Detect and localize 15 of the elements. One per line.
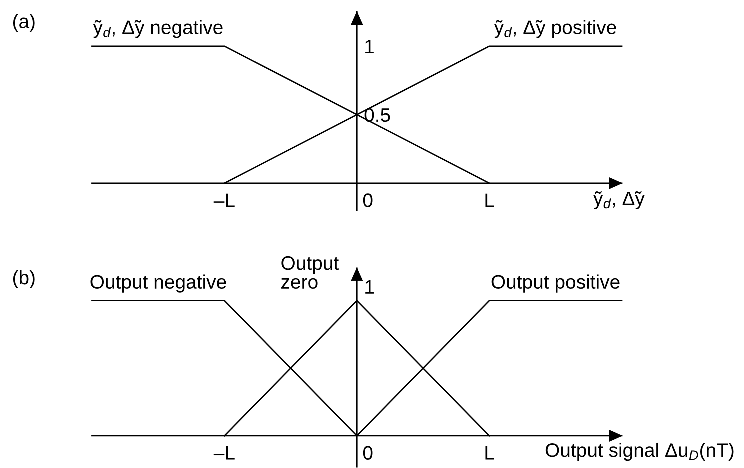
x-tick-label: –L [214, 194, 235, 208]
series-label: Output positive [492, 274, 620, 293]
x-tick-label: L [486, 194, 494, 208]
series-label: ỹ$_{d}$, Δ̃y positive [494, 20, 616, 38]
series-label: ỹ$_{d}$, Δ̃y negative [93, 20, 223, 38]
legend-label: Output zero [282, 256, 339, 290]
x-axis-title: ỹ$_{d}$, Δ̃y [594, 191, 645, 210]
x-tick-label: 0 [363, 446, 373, 460]
series-label: Output negative [90, 274, 226, 293]
x-tick-label: 0 [363, 194, 373, 208]
x-tick-label: –L [214, 446, 235, 460]
x-axis-title: Output signal Δu$_{D}$(nT) [546, 442, 734, 462]
chart-title: (b) [13, 270, 35, 289]
chart-title: (a) [13, 14, 35, 32]
x-tick-label: L [486, 446, 494, 460]
